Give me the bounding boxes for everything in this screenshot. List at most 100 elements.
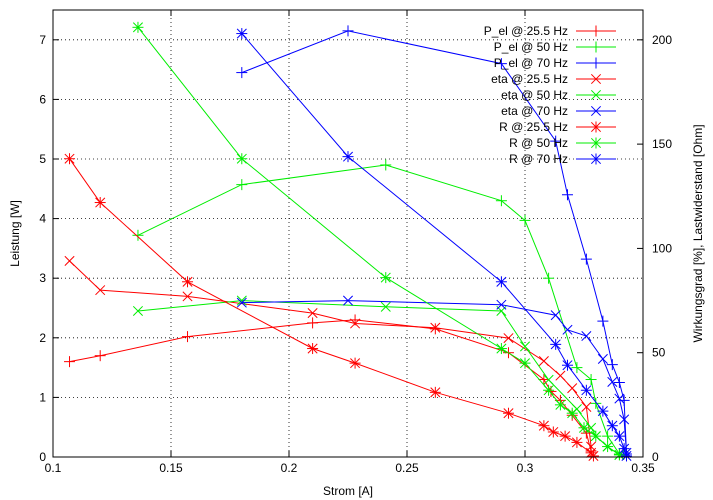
series-layer [64, 21, 632, 462]
y-axis-label: Leistung [W] [8, 200, 22, 267]
data-point [613, 430, 625, 442]
data-point [571, 362, 583, 374]
data-point [618, 394, 630, 406]
data-point [538, 420, 550, 432]
legend-marker [590, 73, 602, 85]
legend-item: R @ 25.5 Hz [499, 120, 616, 134]
data-point [613, 377, 625, 388]
data-point [132, 305, 143, 317]
legend-label: R @ 25.5 Hz [499, 120, 568, 134]
y2-tick-label: 200 [652, 33, 672, 47]
legend-marker [590, 121, 602, 133]
data-point [495, 343, 507, 355]
legend-marker [590, 57, 602, 69]
data-point [580, 253, 592, 265]
data-point [380, 301, 391, 312]
data-point [606, 420, 618, 432]
data-point [64, 255, 75, 266]
data-point [602, 441, 614, 453]
data-point [547, 426, 559, 438]
plot-frame [52, 9, 644, 458]
series-line [69, 260, 592, 447]
data-point [543, 272, 555, 284]
legend-marker [590, 25, 602, 37]
data-point [307, 343, 319, 355]
data-point [538, 356, 549, 367]
data-point [380, 159, 392, 171]
data-point [132, 21, 144, 33]
axes: 0.1 0.15 0.2 0.25 0.3 0.350123456705010015020… [39, 10, 672, 475]
data-point [543, 384, 555, 396]
data-point [619, 414, 630, 425]
data-point [236, 28, 248, 40]
data-point [236, 295, 247, 306]
series-line [241, 300, 627, 453]
legend-marker [590, 153, 602, 165]
data-point [380, 272, 392, 284]
legend-label: eta @ 70 Hz [501, 104, 568, 118]
series-6 [64, 153, 599, 462]
legend-label: R @ 50 Hz [509, 136, 568, 150]
data-point [567, 383, 578, 394]
data-point [597, 353, 608, 364]
data-point [236, 179, 248, 191]
x-tick-label: 0.35 [631, 461, 655, 475]
data-point [307, 317, 319, 329]
y-tick-label: 4 [39, 212, 46, 226]
series-line [137, 164, 620, 455]
y-tick-label: 5 [39, 152, 46, 166]
data-point [64, 356, 76, 368]
data-point [64, 153, 76, 165]
y2-axis-label: Wirkungsgrad [%], Lastwiderstand [Ohm] [691, 124, 705, 342]
data-point [538, 374, 550, 386]
y2-tick-label: 150 [652, 137, 672, 151]
y-tick-label: 0 [39, 450, 46, 464]
data-point [182, 276, 194, 288]
data-point [503, 333, 514, 344]
data-point [94, 197, 106, 209]
legend-item: P_el @ 25.5 Hz [484, 24, 616, 38]
x-tick-label: 0.25 [395, 461, 419, 475]
data-point [519, 357, 531, 369]
data-point [550, 338, 562, 350]
data-point [620, 450, 632, 462]
x-tick-label: 0.1 [45, 461, 62, 475]
series-5 [236, 295, 632, 458]
legend-item: eta @ 50 Hz [501, 88, 616, 102]
data-point [342, 151, 354, 163]
x-tick-label: 0.3 [517, 461, 534, 475]
y-tick-label: 3 [39, 271, 46, 285]
data-point [581, 330, 592, 342]
data-point [585, 374, 597, 386]
series-0 [64, 314, 597, 457]
legend-item: R @ 50 Hz [509, 136, 616, 150]
x-tick-label: 0.15 [159, 461, 183, 475]
data-point [597, 405, 609, 417]
legend-label: P_el @ 50 Hz [494, 40, 568, 54]
x-axis-label: Strom [A] [323, 484, 373, 498]
data-point [429, 386, 441, 398]
legend-item: eta @ 25.5 Hz [491, 72, 616, 86]
series-7 [132, 21, 625, 461]
data-point [236, 67, 248, 79]
legend-marker [590, 41, 602, 53]
data-point [495, 276, 507, 288]
y-tick-label: 6 [39, 92, 46, 106]
series-1 [132, 159, 625, 460]
data-point [607, 376, 618, 387]
data-point [350, 318, 361, 329]
data-point [590, 397, 602, 409]
data-point [555, 370, 566, 381]
data-point [342, 295, 354, 306]
data-point [502, 407, 514, 419]
legend-label: R @ 70 Hz [509, 152, 568, 166]
legend-item: P_el @ 70 Hz [494, 56, 616, 70]
y2-tick-label: 0 [652, 450, 659, 464]
series-3 [64, 255, 597, 452]
legend-item: P_el @ 50 Hz [494, 40, 616, 54]
y-tick-label: 7 [39, 33, 46, 47]
data-point [614, 393, 625, 404]
data-point [349, 357, 361, 369]
y-tick-label: 1 [39, 390, 46, 404]
